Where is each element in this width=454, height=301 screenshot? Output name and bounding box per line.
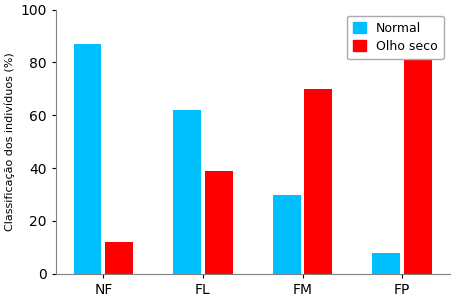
Bar bbox=[273, 194, 301, 274]
Bar bbox=[305, 89, 332, 274]
Legend: Normal, Olho seco: Normal, Olho seco bbox=[347, 16, 444, 59]
Bar bbox=[173, 110, 201, 274]
Bar bbox=[105, 242, 133, 274]
Bar bbox=[205, 171, 233, 274]
Bar bbox=[74, 44, 101, 274]
Bar bbox=[404, 33, 432, 274]
Y-axis label: Classificação dos indivíduos (%): Classificação dos indivíduos (%) bbox=[4, 52, 15, 231]
Bar bbox=[372, 253, 400, 274]
